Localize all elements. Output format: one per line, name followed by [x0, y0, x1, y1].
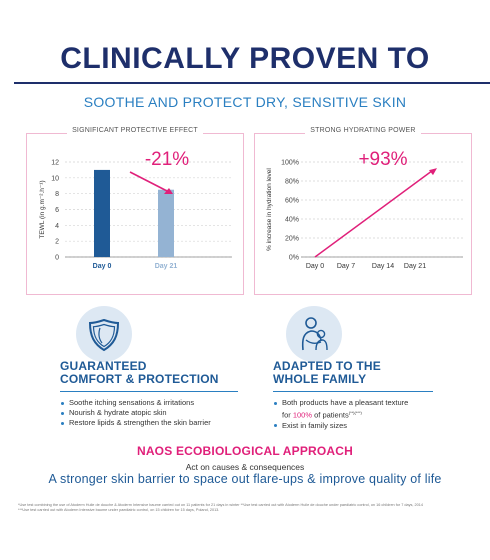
approach-tagline: A stronger skin barrier to space out fla…	[48, 472, 442, 486]
feature-comfort-list: Soothe itching sensations & irritations …	[60, 398, 211, 428]
page-title: CLINICALLY PROVEN TO	[60, 42, 430, 75]
hydrating-power-panel: STRONG HYDRATING POWER 0% 20% 40% 60% 80% 100…	[254, 127, 472, 295]
panel-title-protective: SIGNIFICANT PROTECTIVE EFFECT	[67, 127, 203, 134]
feature-comfort-title: GUARANTEED COMFORT & PROTECTION	[60, 359, 219, 386]
trend-arrow-line	[129, 171, 170, 193]
y-tick-label: 6	[55, 207, 59, 214]
footnote-line: ***Use test carried out with Atoderm Int…	[18, 508, 220, 512]
x-tick-label: Day 21	[404, 263, 426, 270]
highlight-percent: 100%	[292, 410, 313, 420]
feature-family-list: Both products have a pleasant texture fo…	[273, 398, 408, 431]
approach-subtitle: Act on causes & consequences	[185, 462, 305, 472]
bar	[94, 169, 110, 257]
feature-comfort-divider	[60, 391, 238, 392]
title-divider	[14, 82, 490, 84]
y-tick-label: 4	[55, 223, 59, 230]
list-item: Nourish & hydrate atopic skin	[60, 408, 211, 418]
change-annotation: -21%	[145, 149, 189, 170]
series-line	[314, 169, 434, 258]
list-item: Exist in family sizes	[273, 421, 408, 431]
x-tick-label: Day 0	[93, 263, 112, 270]
list-item: Both products have a pleasant texture fo…	[273, 398, 408, 421]
y-tick-label: 60%	[285, 198, 299, 205]
hydration-line-chart: 0% 20% 40% 60% 80% 100% % increase in hydratio…	[266, 149, 463, 270]
change-annotation: +93%	[358, 149, 407, 170]
approach-title: NAOS ECOBIOLOGICAL APPROACH	[136, 444, 354, 458]
y-tick-label: 10	[51, 175, 59, 182]
x-tick-label: Day 21	[155, 263, 178, 270]
feature-family-divider	[273, 391, 433, 392]
series-arrow-head	[429, 168, 437, 176]
y-tick-label: 0%	[289, 255, 299, 262]
y-tick-label: 40%	[285, 217, 299, 224]
panel-title-hydrating: STRONG HYDRATING POWER	[305, 127, 421, 134]
y-axis-label: % increase in hydration level	[266, 168, 273, 251]
tewl-bar-chart: 0 2 4 6 8 10 12 TEWL (in g.m⁻².h⁻¹) Day 0 Day 21 -…	[39, 149, 232, 270]
list-item: Restore lipids & strengthen the skin bar…	[60, 418, 211, 428]
y-axis-label: TEWL (in g.m⁻².h⁻¹)	[39, 180, 46, 238]
bar	[158, 189, 174, 257]
y-tick-label: 8	[55, 191, 59, 198]
feature-family-title: ADAPTED TO THE WHOLE FAMILY	[273, 359, 381, 386]
shield-icon	[76, 306, 132, 362]
y-tick-label: 12	[51, 160, 59, 167]
footnotes: *Use test combining the use of Atoderm H…	[18, 503, 478, 513]
parent-child-icon	[286, 306, 342, 362]
x-tick-label: Day 14	[372, 263, 394, 270]
page-subtitle: SOOTHE AND PROTECT DRY, SENSITIVE SKIN	[83, 94, 407, 110]
y-tick-label: 20%	[285, 236, 299, 243]
y-tick-label: 0	[55, 255, 59, 262]
y-tick-label: 80%	[285, 179, 299, 186]
x-tick-label: Day 7	[337, 263, 355, 270]
x-tick-label: Day 0	[306, 263, 324, 270]
list-item: Soothe itching sensations & irritations	[60, 398, 211, 408]
protective-effect-panel: SIGNIFICANT PROTECTIVE EFFECT 0 2 4 6 8 10 12 T…	[26, 127, 244, 295]
trend-arrow-head	[164, 188, 173, 194]
y-tick-label: 2	[55, 239, 59, 246]
footnote-line: *Use test combining the use of Atoderm H…	[18, 503, 423, 507]
y-tick-label: 100%	[281, 160, 299, 167]
